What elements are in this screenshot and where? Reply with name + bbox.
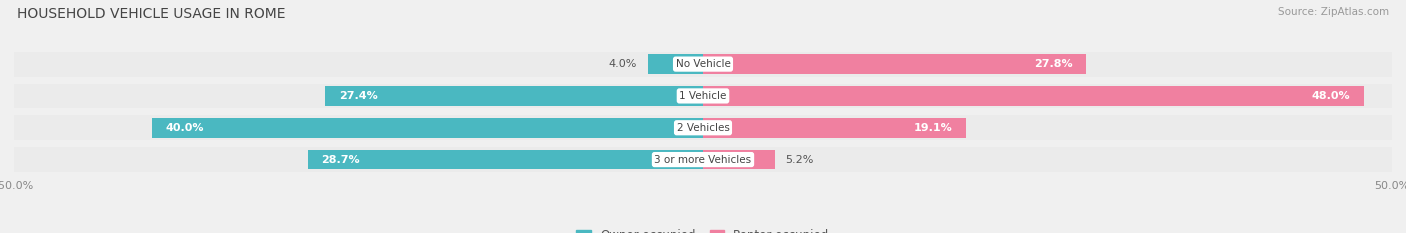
Bar — [14, 83, 1392, 108]
Bar — [648, 54, 703, 74]
Text: 19.1%: 19.1% — [914, 123, 952, 133]
Bar — [308, 150, 703, 169]
Bar — [703, 54, 1085, 74]
Text: 27.4%: 27.4% — [339, 91, 378, 101]
Bar — [152, 118, 703, 138]
Text: 5.2%: 5.2% — [786, 154, 814, 164]
Bar — [703, 86, 1364, 106]
Text: 48.0%: 48.0% — [1312, 91, 1351, 101]
Text: 2 Vehicles: 2 Vehicles — [676, 123, 730, 133]
Legend: Owner-occupied, Renter-occupied: Owner-occupied, Renter-occupied — [572, 224, 834, 233]
Text: No Vehicle: No Vehicle — [675, 59, 731, 69]
Bar — [14, 115, 1392, 140]
Text: 28.7%: 28.7% — [322, 154, 360, 164]
Text: 1 Vehicle: 1 Vehicle — [679, 91, 727, 101]
Bar — [325, 86, 703, 106]
Bar — [703, 150, 775, 169]
Text: 4.0%: 4.0% — [609, 59, 637, 69]
Bar — [14, 52, 1392, 76]
Bar — [14, 147, 1392, 172]
Bar — [703, 118, 966, 138]
Text: 3 or more Vehicles: 3 or more Vehicles — [654, 154, 752, 164]
Text: HOUSEHOLD VEHICLE USAGE IN ROME: HOUSEHOLD VEHICLE USAGE IN ROME — [17, 7, 285, 21]
Text: 40.0%: 40.0% — [166, 123, 204, 133]
Text: 27.8%: 27.8% — [1033, 59, 1073, 69]
Text: Source: ZipAtlas.com: Source: ZipAtlas.com — [1278, 7, 1389, 17]
